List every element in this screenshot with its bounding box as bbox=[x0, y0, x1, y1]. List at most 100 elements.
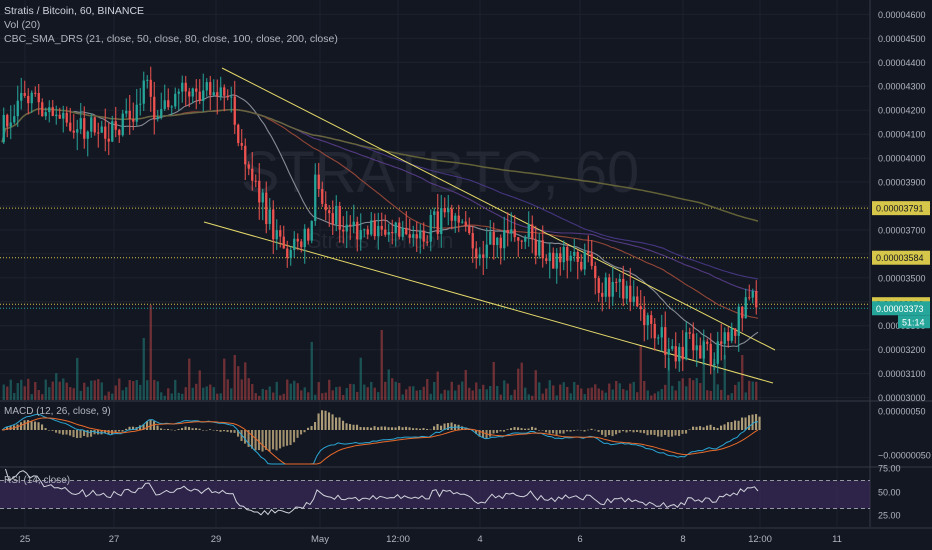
candle-body bbox=[153, 96, 156, 119]
volume-bar bbox=[83, 382, 86, 400]
macd-histogram-bar bbox=[548, 430, 551, 434]
volume-bar bbox=[216, 393, 219, 400]
volume-bar bbox=[433, 381, 436, 400]
candle-body bbox=[601, 292, 604, 297]
volume-bar bbox=[9, 379, 12, 400]
volume-bar bbox=[44, 379, 47, 400]
volume-bar bbox=[331, 390, 334, 400]
rsi-tick-label: 50.00 bbox=[878, 488, 901, 498]
trend-line[interactable] bbox=[221, 67, 776, 351]
volume-bar bbox=[737, 381, 740, 400]
volume-bar bbox=[590, 387, 593, 400]
candle-body bbox=[741, 306, 744, 319]
volume-bar bbox=[97, 379, 100, 400]
volume-bar bbox=[100, 382, 103, 400]
level-tag bbox=[872, 201, 930, 216]
candle-body bbox=[139, 103, 142, 105]
candle-body bbox=[321, 189, 324, 204]
volume-bar bbox=[443, 389, 446, 400]
volume-bar bbox=[226, 379, 229, 400]
candle-body bbox=[20, 92, 23, 101]
time-tick-label: 27 bbox=[109, 534, 120, 545]
candle-body bbox=[699, 345, 702, 359]
macd-legend[interactable]: MACD (12, 26, close, 9) bbox=[4, 406, 111, 417]
volume-bar bbox=[594, 384, 597, 400]
candle-body bbox=[345, 224, 348, 232]
candle-body bbox=[419, 230, 422, 239]
horizontal-levels bbox=[0, 207, 870, 309]
candle-body bbox=[468, 226, 471, 234]
volume-bar bbox=[429, 393, 432, 400]
macd-histogram-bar bbox=[447, 423, 450, 430]
volume-bar bbox=[489, 386, 492, 400]
macd-histogram-bar bbox=[657, 430, 660, 437]
volume-bar bbox=[545, 388, 548, 400]
candle-body bbox=[646, 315, 649, 326]
macd-histogram-bar bbox=[114, 430, 117, 433]
candle-body bbox=[114, 121, 117, 130]
candle-body bbox=[265, 192, 268, 224]
volume-bar bbox=[223, 358, 226, 400]
candle-body bbox=[349, 224, 352, 227]
candle-body bbox=[289, 250, 292, 258]
macd-histogram-bar bbox=[261, 430, 264, 452]
candle-body bbox=[118, 129, 121, 136]
macd-histogram-bar bbox=[51, 430, 54, 431]
candle-body bbox=[370, 220, 373, 235]
volume-bar bbox=[184, 387, 187, 400]
price-tick-label: 0.00004400 bbox=[878, 58, 926, 68]
volume-bar bbox=[174, 379, 177, 400]
candle-body bbox=[475, 248, 478, 259]
macd-histogram-bar bbox=[531, 426, 534, 430]
volume-bar bbox=[681, 378, 684, 400]
macd-histogram-bar bbox=[44, 428, 47, 430]
macd-histogram-bar bbox=[247, 430, 250, 447]
volume-bar bbox=[48, 387, 51, 400]
macd-histogram-bar bbox=[643, 430, 646, 434]
candle-body bbox=[496, 237, 499, 246]
candle-body bbox=[398, 222, 401, 237]
price-tick-label: 0.00003200 bbox=[878, 345, 926, 355]
current-price-label: 0.00003373 bbox=[876, 304, 924, 314]
chart-title[interactable]: Stratis / Bitcoin, 60, BINANCE bbox=[4, 5, 145, 17]
sma-legend[interactable]: CBC_SMA_DRS (21, close, 50, close, 80, c… bbox=[4, 33, 338, 45]
time-axis[interactable]: 25 27 29 May 12:00 4 6 8 12:00 11 bbox=[20, 534, 842, 545]
volume-bar bbox=[541, 393, 544, 400]
volume-bar bbox=[436, 371, 439, 400]
volume-bar bbox=[398, 382, 401, 400]
candle-body bbox=[342, 229, 345, 232]
volume-bar bbox=[268, 386, 271, 400]
macd-histogram-bar bbox=[181, 428, 184, 430]
macd-histogram-bar bbox=[104, 430, 107, 434]
candle-body bbox=[132, 119, 135, 122]
rsi-legend[interactable]: RSI (14, close) bbox=[4, 475, 71, 486]
volume-bar bbox=[706, 390, 709, 400]
volume-bar bbox=[377, 392, 380, 400]
candle-body bbox=[58, 114, 61, 119]
volume-bar bbox=[538, 382, 541, 400]
candle-body bbox=[716, 341, 719, 364]
volume-bar bbox=[356, 391, 359, 400]
macd-histogram-bar bbox=[58, 430, 61, 434]
volume-bar bbox=[342, 394, 345, 400]
volume-bar bbox=[478, 389, 481, 400]
price-tick-label: 0.00004300 bbox=[878, 82, 926, 92]
countdown-tag bbox=[898, 315, 930, 329]
macd-histogram-bar bbox=[366, 427, 369, 430]
volume-bar bbox=[76, 357, 79, 400]
macd-histogram-bar bbox=[702, 427, 705, 430]
sma-lines bbox=[1, 94, 759, 347]
price-tick-label: 0.00004200 bbox=[878, 106, 926, 116]
volume-bar bbox=[195, 383, 198, 400]
candle-body bbox=[100, 126, 103, 133]
candle-body bbox=[674, 346, 677, 362]
volume-bar bbox=[125, 387, 128, 400]
volume-legend[interactable]: Vol (20) bbox=[4, 19, 41, 31]
macd-histogram-bar bbox=[184, 426, 187, 430]
macd-histogram-bar bbox=[230, 430, 233, 433]
macd-histogram-bar bbox=[254, 430, 257, 451]
candle-body bbox=[219, 87, 222, 97]
volume-bar bbox=[741, 355, 744, 400]
